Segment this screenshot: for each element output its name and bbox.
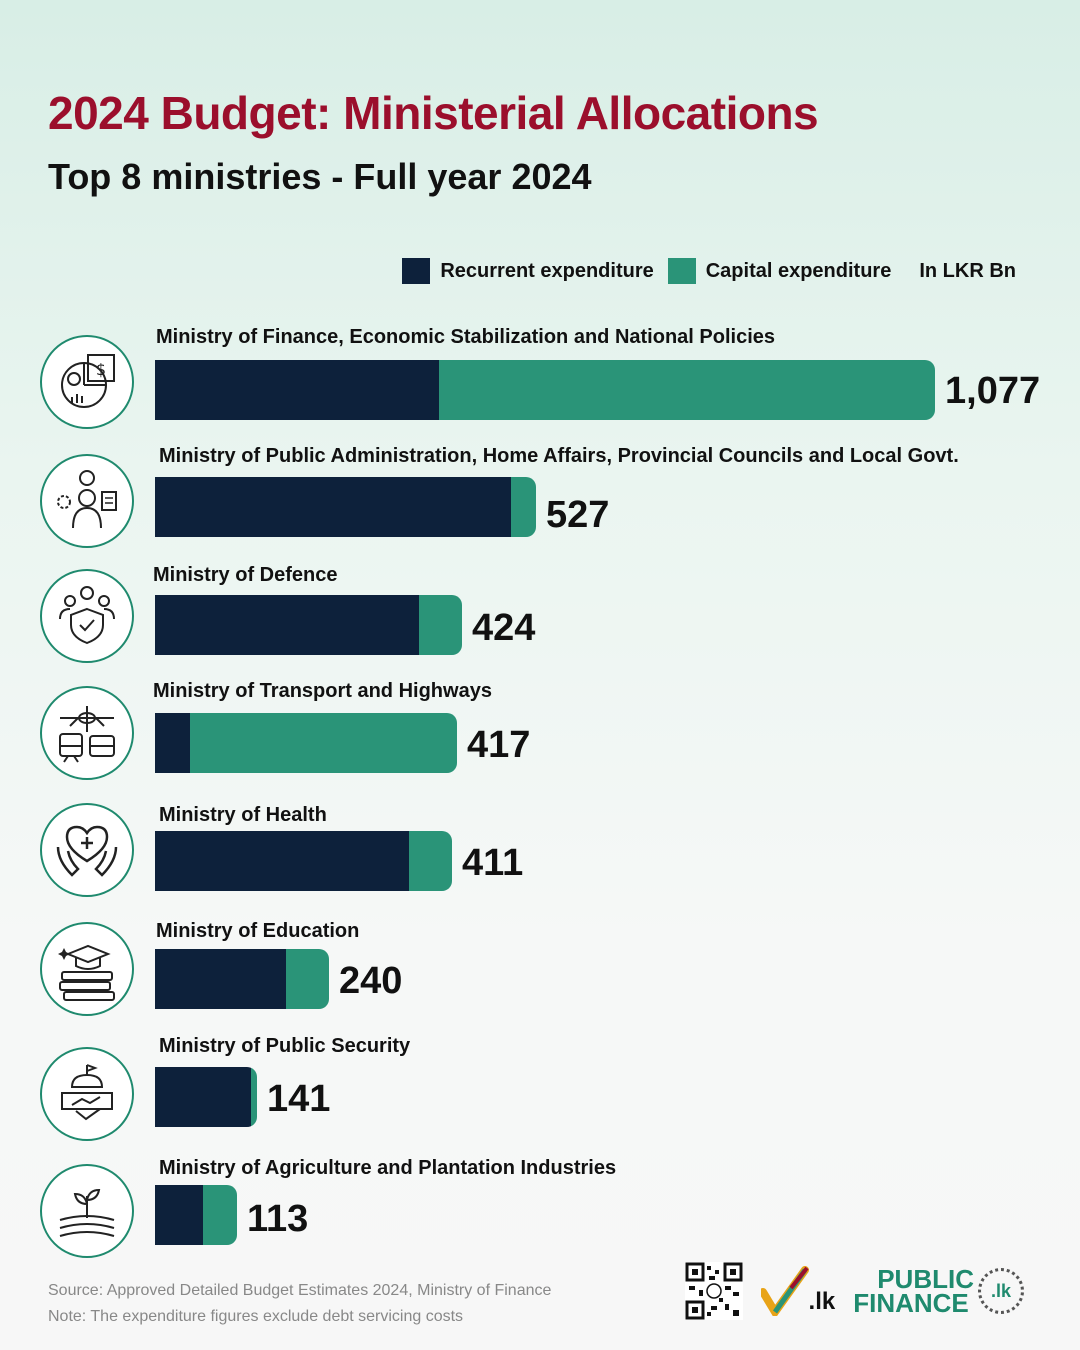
bar-segment-recurrent bbox=[155, 949, 286, 1009]
qr-code-icon bbox=[684, 1262, 743, 1320]
bar-segment-recurrent bbox=[155, 1185, 203, 1245]
transport-icon bbox=[40, 686, 134, 780]
footnote: Note: The expenditure figures exclude de… bbox=[48, 1308, 464, 1325]
ministry-label: Ministry of Education bbox=[156, 920, 360, 942]
bar-total-label: 411 bbox=[462, 842, 524, 884]
bar-segment-capital bbox=[439, 360, 935, 420]
agriculture-icon bbox=[40, 1164, 134, 1258]
stacked-bar bbox=[155, 477, 536, 537]
public-finance-badge: .lk bbox=[978, 1268, 1024, 1314]
ministry-label: Ministry of Agriculture and Plantation I… bbox=[159, 1157, 617, 1179]
chart-legend: Recurrent expenditure Capital expenditur… bbox=[402, 258, 1016, 284]
bar-segment-recurrent bbox=[155, 477, 511, 537]
legend-swatch-capital bbox=[667, 258, 696, 284]
stacked-bar bbox=[155, 949, 329, 1009]
defence-icon bbox=[40, 569, 134, 663]
security-icon bbox=[40, 1047, 134, 1141]
bar-segment-capital bbox=[251, 1067, 257, 1127]
ministry-label: Ministry of Transport and Highways bbox=[153, 680, 492, 702]
public-finance-line1: PUBLIC bbox=[877, 1264, 974, 1294]
education-icon-glyph bbox=[58, 944, 115, 1001]
bar-total-label: 141 bbox=[267, 1078, 331, 1120]
legend-label-recurrent: Recurrent expenditure bbox=[440, 259, 654, 282]
manthri-logo-text: .lk bbox=[808, 1288, 836, 1315]
bar-segment-recurrent bbox=[155, 595, 419, 655]
bar-segment-capital bbox=[203, 1185, 237, 1245]
finance-icon: $ bbox=[40, 335, 134, 429]
legend-item-recurrent: Recurrent expenditure bbox=[402, 258, 654, 284]
bar-total-label: 527 bbox=[546, 494, 610, 536]
legend-swatch-recurrent bbox=[402, 258, 431, 284]
page-subtitle: Top 8 ministries - Full year 2024 bbox=[48, 156, 592, 197]
bar-segment-capital bbox=[286, 949, 329, 1009]
bar-total-label: 424 bbox=[472, 607, 536, 649]
page-title: 2024 Budget: Ministerial Allocations bbox=[48, 87, 819, 139]
bar-total-label: 113 bbox=[247, 1198, 309, 1240]
bar-segment-recurrent bbox=[155, 831, 409, 891]
bar-segment-capital bbox=[511, 477, 536, 537]
health-icon-glyph bbox=[56, 825, 118, 877]
finance-icon-glyph: $ bbox=[61, 354, 115, 408]
bar-segment-recurrent bbox=[155, 713, 190, 773]
public-finance-badge-text: .lk bbox=[990, 1280, 1011, 1301]
manthri-logo: .lk bbox=[760, 1266, 836, 1316]
bar-total-label: 240 bbox=[339, 960, 403, 1002]
stacked-bar bbox=[155, 1185, 237, 1245]
ministry-label: Ministry of Defence bbox=[153, 564, 338, 586]
ministry-label: Ministry of Public Security bbox=[159, 1035, 411, 1057]
bar-segment-recurrent bbox=[155, 1067, 251, 1127]
legend-label-capital: Capital expenditure bbox=[705, 259, 892, 282]
administration-icon bbox=[40, 454, 134, 548]
stacked-bar bbox=[155, 1067, 257, 1127]
public-finance-logo: PUBLIC FINANCE .lk bbox=[853, 1264, 1024, 1318]
defence-icon-glyph bbox=[59, 586, 115, 645]
footer-logos: .lk PUBLIC FINANCE .lk bbox=[684, 1262, 1024, 1320]
ministry-label: Ministry of Finance, Economic Stabilizat… bbox=[156, 326, 775, 348]
security-icon-glyph bbox=[61, 1064, 113, 1121]
education-icon bbox=[40, 922, 134, 1016]
bar-segment-capital bbox=[190, 713, 457, 773]
ministry-label: Ministry of Health bbox=[159, 804, 327, 826]
stacked-bar bbox=[155, 713, 457, 773]
bar-segment-recurrent bbox=[155, 360, 439, 420]
bar-segment-capital bbox=[419, 595, 462, 655]
ministry-label: Ministry of Public Administration, Home … bbox=[159, 445, 959, 467]
checkmark-icon bbox=[760, 1266, 809, 1316]
svg-text:$: $ bbox=[96, 360, 106, 379]
administration-icon-glyph bbox=[57, 470, 117, 529]
unit-label: In LKR Bn bbox=[919, 259, 1016, 282]
stacked-bar bbox=[155, 595, 462, 655]
stacked-bar bbox=[155, 360, 935, 420]
source-note: Source: Approved Detailed Budget Estimat… bbox=[48, 1282, 552, 1299]
agriculture-icon-glyph bbox=[59, 1188, 115, 1237]
transport-icon-glyph bbox=[59, 706, 115, 763]
legend-item-capital: Capital expenditure bbox=[667, 258, 892, 284]
bar-total-label: 1,077 bbox=[945, 370, 1041, 412]
bar-segment-capital bbox=[409, 831, 452, 891]
stacked-bar bbox=[155, 831, 452, 891]
public-finance-line2: FINANCE bbox=[853, 1288, 969, 1318]
health-icon bbox=[40, 803, 134, 897]
bar-total-label: 417 bbox=[467, 724, 531, 766]
